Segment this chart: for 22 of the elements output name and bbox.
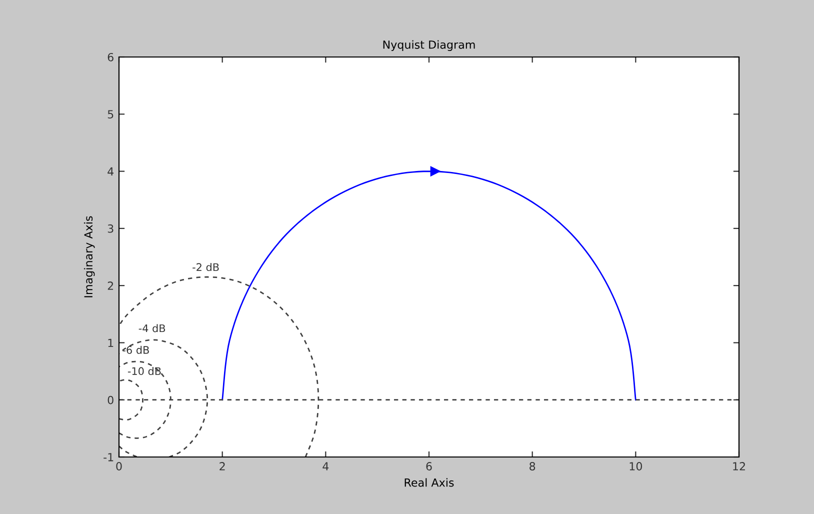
annotation: -2 dB [192,263,219,272]
x-tick-label: 10 [630,462,642,470]
x-tick-label: 6 [426,462,432,470]
y-tick-label: 6 [108,52,114,62]
x-tick-label: 0 [116,462,122,470]
y-tick-label: 3 [108,224,114,233]
y-tick-label: 2 [108,282,114,290]
x-tick-label: 8 [530,462,536,470]
chart-title: Nyquist Diagram [383,40,475,51]
annotation: -4 dB [138,324,166,332]
x-axis-title: Real Axis [404,478,454,487]
y-tick-label: 1 [108,338,114,347]
y-tick-label: 4 [108,167,114,176]
annotation: -10 dB [128,367,161,376]
x-tick-label: 2 [220,462,225,470]
x-tick-label: 12 [733,462,745,470]
y-tick-label: -1 [104,453,114,462]
annotation: -6 dB [122,346,149,354]
x-tick-label: 4 [322,462,329,470]
y-tick-label: 0 [108,396,114,404]
y-axis-title: Imaginary Axis [84,216,95,298]
y-tick-label: 5 [108,110,114,119]
